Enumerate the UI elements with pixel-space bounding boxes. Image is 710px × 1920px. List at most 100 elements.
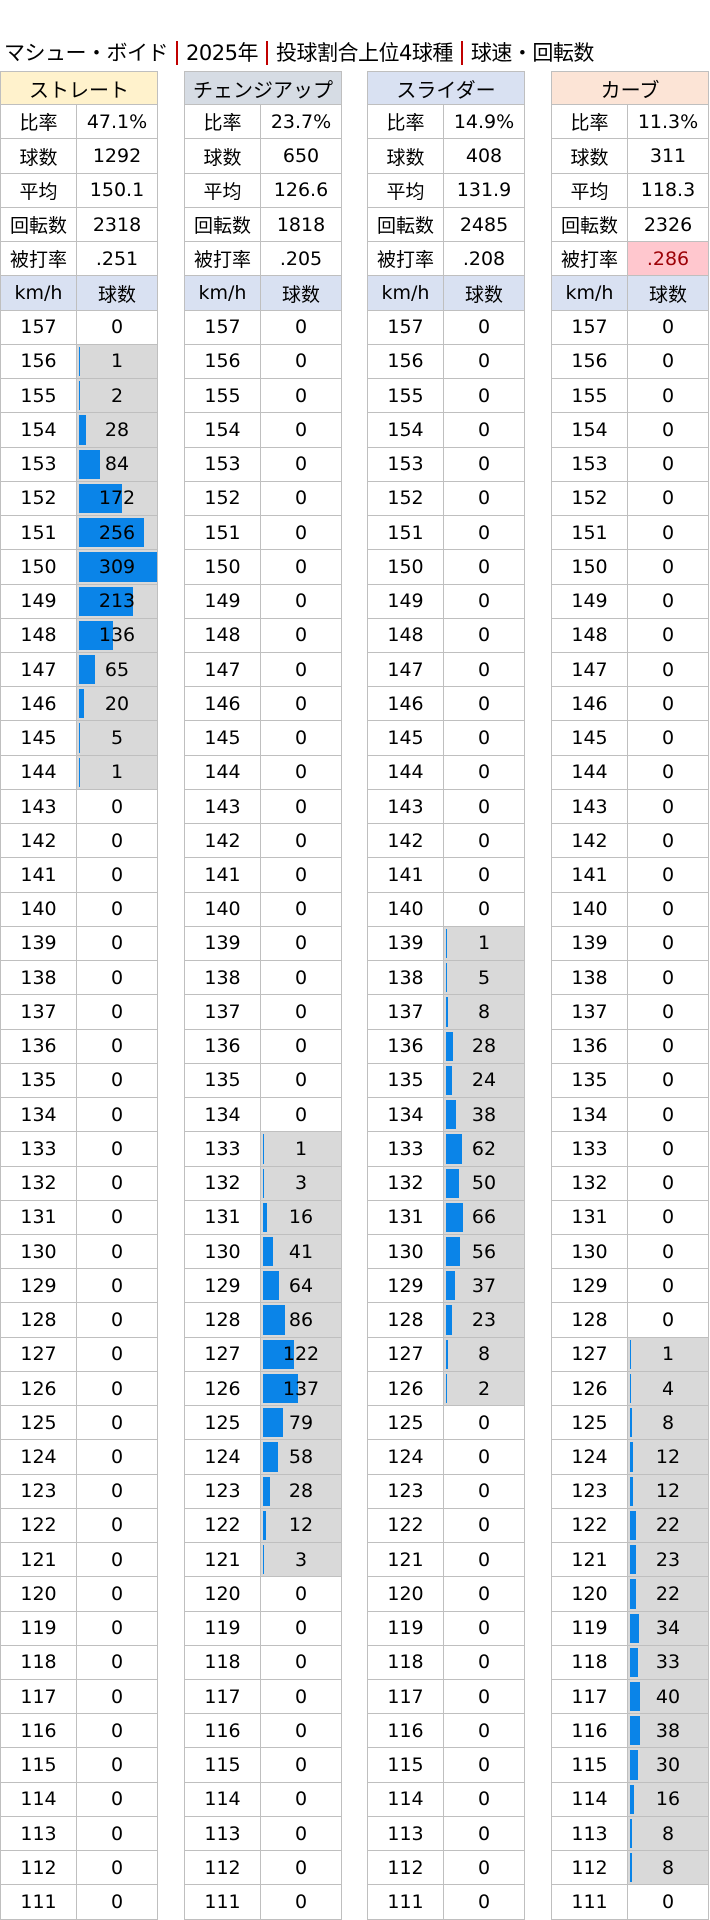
count-cell: 8 (627, 1406, 709, 1440)
speed-value: 140 (551, 892, 627, 926)
count-value: 172 (98, 487, 136, 510)
stat-value: 14.9% (443, 105, 525, 139)
stat-value: 1818 (260, 207, 342, 242)
stat-label: 平均 (184, 173, 260, 207)
count-value: 2 (110, 384, 124, 407)
speed-value: 140 (0, 892, 76, 926)
count-cell: 0 (260, 1851, 342, 1885)
count-cell: 0 (443, 310, 525, 344)
speed-value: 151 (0, 516, 76, 550)
table-row: 136 0 (0, 1029, 158, 1064)
table-row: 147 0 (367, 652, 525, 688)
table-row: 147 0 (184, 652, 342, 688)
count-cell: 22 (627, 1508, 709, 1543)
table-row: 132 0 (0, 1166, 158, 1201)
count-cell: 0 (627, 413, 709, 447)
count-bar (446, 997, 448, 1027)
table-row: 148 0 (184, 618, 342, 653)
table-row: 154 0 (551, 413, 709, 448)
count-cell: 0 (627, 652, 709, 687)
count-bar (446, 1339, 448, 1369)
count-value: 0 (110, 1000, 124, 1023)
speed-value: 143 (367, 789, 443, 824)
count-cell: 62 (443, 1132, 525, 1166)
table-row: 157 0 (0, 310, 158, 345)
title-metrics: 球速・回転数 (460, 41, 602, 65)
count-value: 0 (110, 1240, 124, 1263)
speed-value: 137 (0, 995, 76, 1029)
count-value: 0 (477, 418, 491, 441)
table-row: 132 0 (551, 1166, 709, 1201)
count-cell: 23 (443, 1303, 525, 1337)
speed-value: 152 (184, 481, 260, 516)
table-row: 121 0 (367, 1543, 525, 1578)
count-value: 0 (661, 727, 675, 750)
count-cell: 0 (76, 1474, 158, 1508)
count-cell: 0 (260, 1748, 342, 1782)
count-cell: 0 (443, 1406, 525, 1440)
count-value: 0 (661, 898, 675, 921)
speed-value: 142 (0, 824, 76, 858)
table-row: 123 0 (367, 1474, 525, 1509)
speed-value: 135 (0, 1063, 76, 1098)
speed-value: 138 (184, 961, 260, 995)
count-cell: 1 (260, 1132, 342, 1166)
count-cell: 0 (260, 755, 342, 789)
speed-value: 155 (551, 379, 627, 413)
speed-value: 124 (0, 1440, 76, 1474)
count-bar (630, 1750, 638, 1780)
table-row: 157 0 (367, 310, 525, 345)
count-cell: 12 (627, 1440, 709, 1474)
count-cell: 0 (627, 789, 709, 824)
count-bar (79, 381, 80, 411)
count-cell: 0 (443, 1645, 525, 1680)
speed-value: 127 (367, 1337, 443, 1371)
count-cell: 0 (260, 824, 342, 858)
count-value: 0 (110, 1617, 124, 1640)
count-bar (630, 1373, 631, 1404)
table-row: 155 0 (551, 379, 709, 414)
speed-value: 111 (551, 1885, 627, 1919)
count-cell: 0 (443, 858, 525, 892)
count-value: 24 (471, 1069, 497, 1092)
table-row: 144 1 (0, 755, 158, 790)
count-value: 8 (661, 1856, 675, 1879)
table-row: 129 0 (0, 1269, 158, 1304)
table-row: 157 0 (184, 310, 342, 345)
pitch-name: カーブ (551, 71, 709, 105)
table-row: 115 0 (0, 1748, 158, 1783)
table-row: 122 0 (367, 1508, 525, 1544)
table-row: 131 0 (0, 1200, 158, 1235)
count-value: 1 (661, 1343, 675, 1366)
table-row: 125 79 (184, 1406, 342, 1441)
stat-label: 平均 (0, 173, 76, 207)
count-value: 0 (110, 1069, 124, 1092)
count-value: 28 (104, 418, 130, 441)
count-cell: 0 (443, 652, 525, 687)
speed-value: 114 (367, 1782, 443, 1816)
table-row: 140 0 (367, 892, 525, 927)
count-value: 0 (294, 795, 308, 818)
speed-value: 137 (367, 995, 443, 1029)
count-bar (630, 1682, 640, 1712)
count-cell: 0 (627, 550, 709, 584)
table-row: 132 50 (367, 1166, 525, 1201)
speed-value: 120 (184, 1577, 260, 1611)
speed-value: 114 (0, 1782, 76, 1816)
speed-value: 132 (184, 1166, 260, 1200)
speed-value: 128 (184, 1303, 260, 1337)
table-row: 122 22 (551, 1508, 709, 1544)
speed-value: 136 (551, 1029, 627, 1063)
count-value: 12 (288, 1514, 314, 1537)
count-bar (79, 346, 80, 377)
table-row: 113 0 (367, 1816, 525, 1852)
speed-value: 157 (184, 310, 260, 344)
count-cell: 0 (443, 447, 525, 481)
table-row: 149 0 (367, 584, 525, 619)
count-cell: 16 (627, 1782, 709, 1816)
pitch-header-row: チェンジアップ (184, 71, 342, 106)
table-row: 150 309 (0, 550, 158, 585)
table-row: 139 0 (184, 926, 342, 962)
count-cell: 1 (627, 1337, 709, 1371)
count-value: 0 (294, 316, 308, 339)
